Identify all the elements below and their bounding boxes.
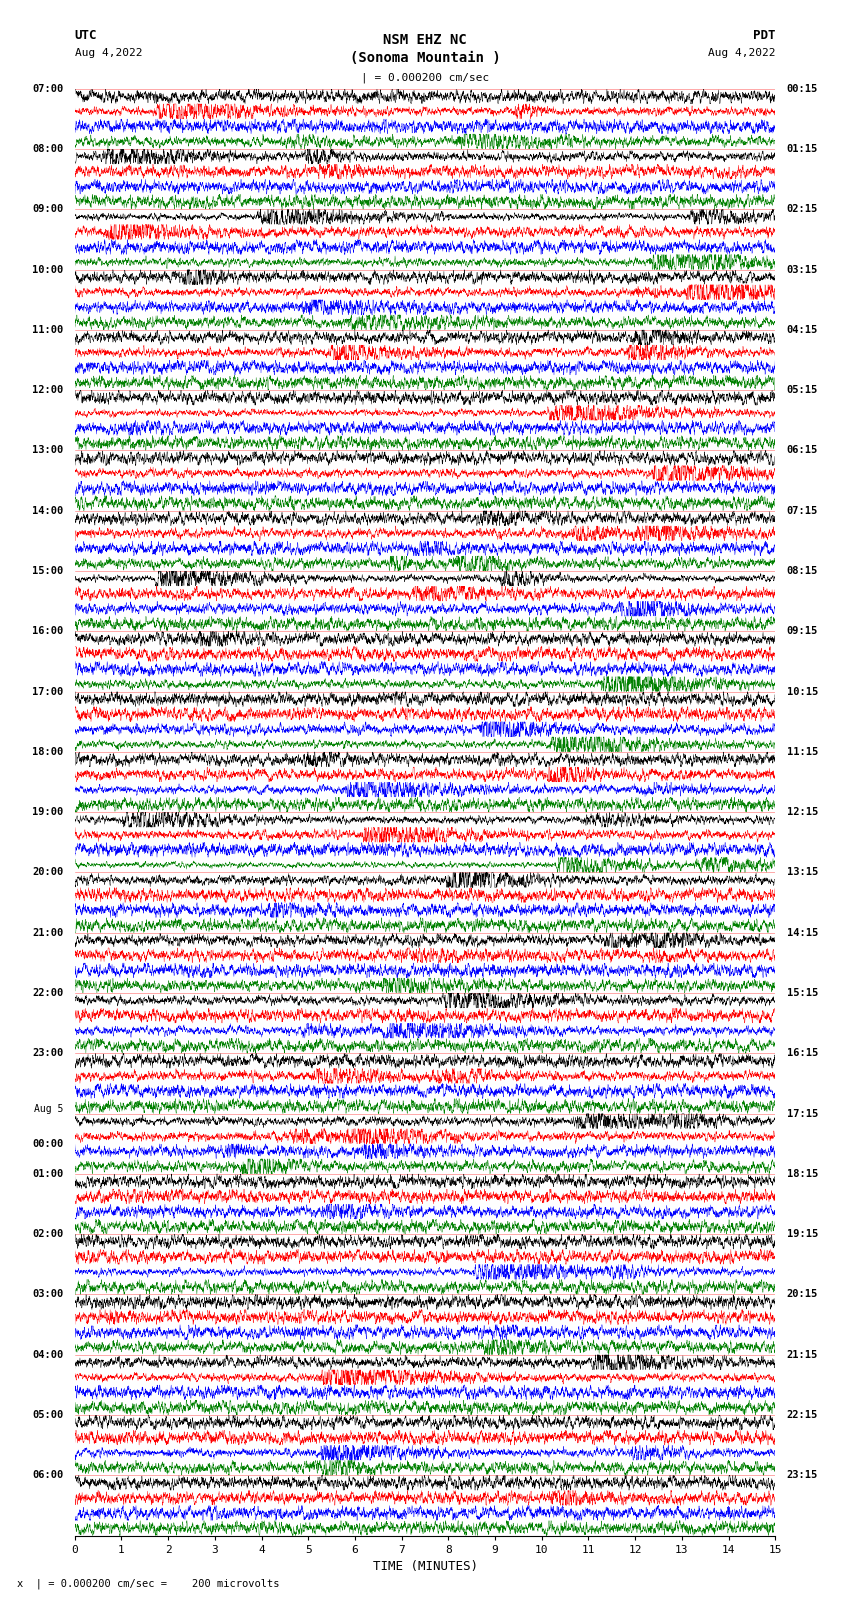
Text: NSM EHZ NC: NSM EHZ NC	[383, 34, 467, 47]
Text: PDT: PDT	[753, 29, 775, 42]
Text: 15:00: 15:00	[32, 566, 63, 576]
Text: 01:15: 01:15	[787, 144, 818, 153]
Text: 17:00: 17:00	[32, 687, 63, 697]
Text: 22:00: 22:00	[32, 989, 63, 998]
Text: 08:00: 08:00	[32, 144, 63, 153]
Text: Aug 5: Aug 5	[34, 1103, 63, 1113]
Text: 13:15: 13:15	[787, 868, 818, 877]
Text: 06:15: 06:15	[787, 445, 818, 455]
Text: 09:15: 09:15	[787, 626, 818, 636]
X-axis label: TIME (MINUTES): TIME (MINUTES)	[372, 1560, 478, 1573]
Text: 18:15: 18:15	[787, 1169, 818, 1179]
Text: 10:00: 10:00	[32, 265, 63, 274]
Text: 16:15: 16:15	[787, 1048, 818, 1058]
Text: 09:00: 09:00	[32, 205, 63, 215]
Text: 20:15: 20:15	[787, 1289, 818, 1300]
Text: Aug 4,2022: Aug 4,2022	[708, 48, 775, 58]
Text: | = 0.000200 cm/sec: | = 0.000200 cm/sec	[361, 73, 489, 82]
Text: 06:00: 06:00	[32, 1471, 63, 1481]
Text: 07:15: 07:15	[787, 506, 818, 516]
Text: 10:15: 10:15	[787, 687, 818, 697]
Text: 05:15: 05:15	[787, 386, 818, 395]
Text: 05:00: 05:00	[32, 1410, 63, 1419]
Text: 12:15: 12:15	[787, 806, 818, 818]
Text: 21:15: 21:15	[787, 1350, 818, 1360]
Text: 02:15: 02:15	[787, 205, 818, 215]
Text: 11:00: 11:00	[32, 324, 63, 336]
Text: Aug 4,2022: Aug 4,2022	[75, 48, 142, 58]
Text: 03:00: 03:00	[32, 1289, 63, 1300]
Text: UTC: UTC	[75, 29, 97, 42]
Text: 22:15: 22:15	[787, 1410, 818, 1419]
Text: 21:00: 21:00	[32, 927, 63, 937]
Text: 17:15: 17:15	[787, 1108, 818, 1118]
Text: 00:15: 00:15	[787, 84, 818, 94]
Text: 18:00: 18:00	[32, 747, 63, 756]
Text: 12:00: 12:00	[32, 386, 63, 395]
Text: 01:00: 01:00	[32, 1169, 63, 1179]
Text: 14:00: 14:00	[32, 506, 63, 516]
Text: x  | = 0.000200 cm/sec =    200 microvolts: x | = 0.000200 cm/sec = 200 microvolts	[17, 1579, 280, 1589]
Text: (Sonoma Mountain ): (Sonoma Mountain )	[349, 52, 501, 65]
Text: 02:00: 02:00	[32, 1229, 63, 1239]
Text: 03:15: 03:15	[787, 265, 818, 274]
Text: 04:15: 04:15	[787, 324, 818, 336]
Text: 16:00: 16:00	[32, 626, 63, 636]
Text: 07:00: 07:00	[32, 84, 63, 94]
Text: 15:15: 15:15	[787, 989, 818, 998]
Text: 14:15: 14:15	[787, 927, 818, 937]
Text: 11:15: 11:15	[787, 747, 818, 756]
Text: 19:15: 19:15	[787, 1229, 818, 1239]
Text: 20:00: 20:00	[32, 868, 63, 877]
Text: 23:15: 23:15	[787, 1471, 818, 1481]
Text: 19:00: 19:00	[32, 806, 63, 818]
Text: 23:00: 23:00	[32, 1048, 63, 1058]
Text: 08:15: 08:15	[787, 566, 818, 576]
Text: 04:00: 04:00	[32, 1350, 63, 1360]
Text: 00:00: 00:00	[32, 1139, 63, 1148]
Text: 13:00: 13:00	[32, 445, 63, 455]
